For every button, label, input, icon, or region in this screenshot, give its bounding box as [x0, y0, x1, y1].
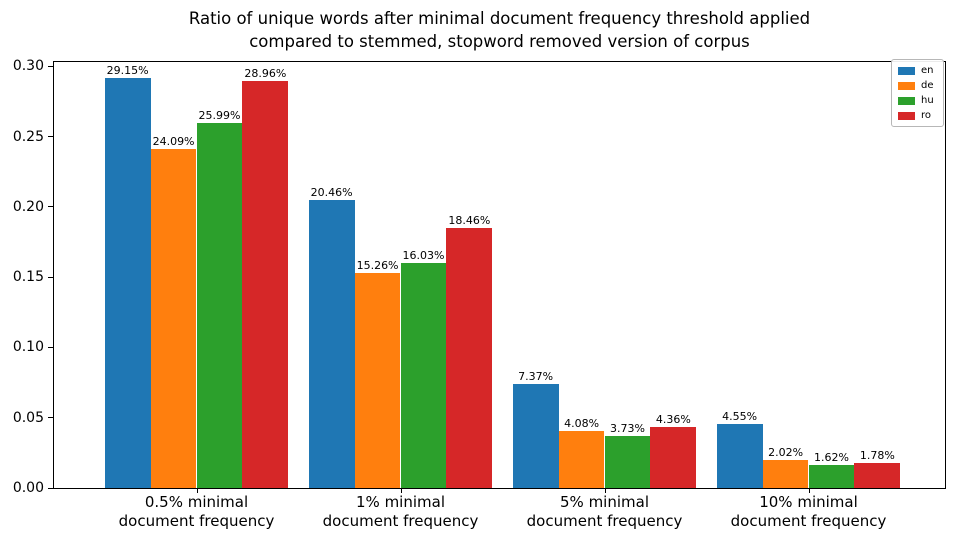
- y-tick-mark: [48, 206, 53, 208]
- y-tick-label: 0.00: [12, 480, 44, 496]
- bar-de-group2: [354, 273, 401, 488]
- bar-hu-group1: [196, 122, 243, 488]
- bar-value-label-en-group2: 20.46%: [310, 186, 353, 200]
- legend: en de hu ro: [891, 59, 944, 127]
- bar-value-label-ro-group2: 18.46%: [448, 214, 491, 228]
- y-tick-label: 0.30: [12, 58, 44, 75]
- y-tick-label: 0.10: [12, 339, 44, 356]
- x-tick-label-line: document frequency: [118, 512, 275, 530]
- y-tick-label: 0.20: [12, 198, 44, 215]
- y-tick-mark: [48, 487, 53, 489]
- chart-title: Ratio of unique words after minimal docu…: [53, 7, 946, 53]
- legend-label-de: de: [921, 80, 934, 91]
- bar-value-label-de-group3: 4.08%: [564, 416, 600, 430]
- x-tick-label-line: 5% minimal: [560, 493, 649, 511]
- legend-swatch-hu: [898, 96, 915, 105]
- bar-hu-group4: [808, 465, 855, 488]
- bar-hu-group3: [604, 435, 651, 488]
- bar-value-label-de-group1: 24.09%: [152, 135, 195, 149]
- x-tick-mark: [808, 489, 810, 493]
- y-tick-mark: [48, 417, 53, 419]
- bar-de-group4: [762, 459, 809, 488]
- bar-value-label-ro-group1: 28.96%: [244, 66, 287, 80]
- bar-value-label-hu-group3: 3.73%: [609, 421, 645, 435]
- bar-value-label-hu-group2: 16.03%: [402, 248, 445, 262]
- legend-label-hu: hu: [921, 95, 934, 106]
- legend-label-ro: ro: [921, 110, 932, 121]
- x-tick-label: 10% minimal document frequency: [684, 493, 934, 531]
- legend-item-de: de: [898, 80, 937, 91]
- legend-swatch-ro: [898, 111, 915, 120]
- x-tick-mark: [196, 489, 198, 493]
- x-tick-label: 5% minimal document frequency: [480, 493, 730, 531]
- chart-title-line2: compared to stemmed, stopword removed ve…: [249, 32, 750, 51]
- y-tick-mark: [48, 65, 53, 67]
- bar-value-label-de-group4: 2.02%: [768, 445, 804, 459]
- bar-de-group3: [558, 430, 605, 488]
- bar-de-group1: [150, 149, 197, 488]
- bar-ro-group4: [854, 462, 901, 488]
- bar-ro-group3: [650, 426, 697, 488]
- x-tick-label-line: document frequency: [730, 512, 887, 530]
- x-tick-label-line: document frequency: [526, 512, 683, 530]
- x-tick-label: 0.5% minimal document frequency: [72, 493, 322, 531]
- bar-value-label-de-group2: 15.26%: [356, 259, 399, 273]
- x-tick-label-line: document frequency: [322, 512, 479, 530]
- legend-item-en: en: [898, 65, 937, 76]
- bar-value-label-ro-group4: 1.78%: [859, 448, 895, 462]
- y-tick-mark: [48, 346, 53, 348]
- plot-area: 29.15% 20.46% 7.37% 4.55% 24.09% 15.26% 4.08% 2…: [53, 61, 946, 489]
- legend-item-hu: hu: [898, 95, 937, 106]
- y-tick-label: 0.15: [12, 269, 44, 286]
- bar-ro-group1: [242, 80, 289, 488]
- x-tick-label-line: 1% minimal: [356, 493, 445, 511]
- x-tick-label-line: 0.5% minimal: [144, 493, 249, 511]
- bar-en-group1: [104, 78, 151, 488]
- y-tick-mark: [48, 136, 53, 137]
- y-tick-mark: [48, 276, 53, 278]
- bar-value-label-en-group1: 29.15%: [106, 64, 149, 78]
- bar-value-label-en-group4: 4.55%: [722, 410, 758, 424]
- legend-label-en: en: [921, 65, 934, 76]
- legend-swatch-en: [898, 66, 915, 75]
- x-tick-label-line: 10% minimal: [759, 493, 858, 511]
- legend-item-ro: ro: [898, 110, 937, 121]
- x-tick-mark: [604, 489, 606, 493]
- legend-swatch-de: [898, 81, 915, 90]
- x-tick-label: 1% minimal document frequency: [276, 493, 526, 531]
- chart-title-line1: Ratio of unique words after minimal docu…: [188, 9, 811, 28]
- y-tick-label: 0.05: [12, 409, 44, 426]
- bar-en-group2: [308, 200, 355, 488]
- bar-hu-group2: [400, 262, 447, 488]
- y-tick-label: 0.25: [12, 128, 44, 145]
- bar-value-label-hu-group1: 25.99%: [198, 108, 241, 122]
- x-tick-mark: [400, 489, 402, 493]
- bar-value-label-en-group3: 7.37%: [518, 370, 554, 384]
- bar-value-label-hu-group4: 1.62%: [813, 451, 849, 465]
- bar-en-group3: [512, 384, 559, 488]
- bar-value-label-ro-group3: 4.36%: [655, 412, 691, 426]
- bar-en-group4: [716, 424, 763, 488]
- bar-ro-group2: [446, 228, 493, 488]
